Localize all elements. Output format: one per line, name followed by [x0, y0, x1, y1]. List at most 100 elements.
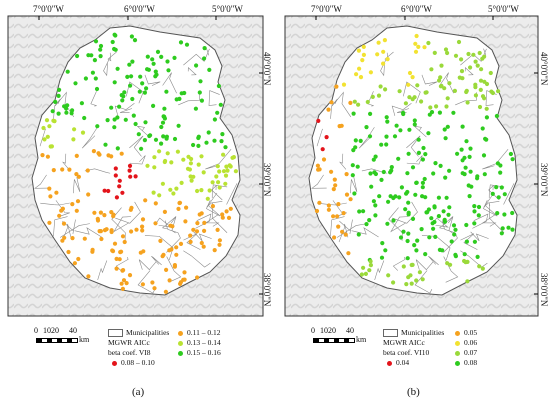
- municipality-point: [48, 194, 53, 199]
- municipality-point: [120, 234, 126, 239]
- municipality-point: [47, 186, 52, 191]
- municipality-point: [350, 163, 355, 168]
- municipality-point: [406, 200, 411, 205]
- municipality-border: [166, 256, 182, 283]
- municipality-point: [452, 232, 457, 237]
- municipality-point: [189, 178, 194, 183]
- municipality-border: [206, 200, 221, 217]
- class-dot: [455, 350, 460, 356]
- municipality-border: [483, 200, 498, 217]
- municipality-point: [476, 213, 481, 218]
- class-dot: [112, 360, 117, 366]
- municipality-point: [465, 100, 470, 105]
- municipality-point: [398, 128, 403, 133]
- municipality-point: [215, 164, 220, 169]
- municipality-border: [62, 153, 70, 170]
- municipality-point: [377, 194, 382, 199]
- municipality-point: [143, 198, 148, 203]
- municipality-point: [392, 134, 398, 139]
- municipality-point: [109, 228, 114, 233]
- municipality-point: [65, 69, 70, 74]
- legend-label: 0.07: [464, 348, 478, 357]
- municipality-point: [478, 78, 484, 83]
- municipality-point: [44, 118, 50, 123]
- municipality-point: [502, 212, 507, 217]
- municipality-point: [453, 227, 458, 232]
- legend-label: Municipalities: [401, 328, 445, 337]
- municipality-point: [417, 270, 422, 275]
- municipality-point: [106, 188, 111, 194]
- municipality-point: [426, 131, 431, 136]
- municipality-point: [220, 132, 225, 137]
- municipality-point: [76, 256, 81, 262]
- municipality-point: [475, 63, 480, 68]
- legend-class: 0.05: [455, 328, 477, 338]
- municipality-point: [199, 98, 204, 103]
- municipality-point: [416, 44, 421, 50]
- municipality-point: [109, 105, 114, 110]
- municipality-point: [98, 47, 103, 52]
- municipality-point: [112, 125, 117, 130]
- municipality-point: [433, 161, 438, 166]
- municipality-point: [472, 209, 477, 214]
- municipality-point: [228, 206, 233, 211]
- scale-bar-graphic: [313, 338, 355, 343]
- municipality-point: [79, 101, 84, 106]
- municipality-border: [374, 260, 385, 281]
- municipality-point: [420, 277, 425, 282]
- municipality-point: [496, 195, 501, 200]
- municipality-point: [139, 146, 144, 151]
- municipality-point: [157, 149, 162, 154]
- municipality-point: [128, 174, 133, 179]
- municipality-point: [449, 239, 454, 244]
- municipality-point: [86, 274, 91, 279]
- municipality-point: [430, 221, 435, 226]
- municipality-point: [71, 137, 76, 142]
- municipality-point: [423, 90, 428, 95]
- map-panel-b: [284, 15, 539, 317]
- municipality-point: [99, 236, 104, 242]
- municipality-point: [356, 48, 361, 53]
- legend-municipalities: Municipalities: [383, 328, 444, 338]
- municipality-point: [367, 134, 373, 139]
- municipality-point: [83, 76, 88, 81]
- municipality-point: [164, 89, 169, 94]
- municipality-point: [381, 49, 386, 54]
- municipality-point: [199, 188, 204, 193]
- municipality-point: [406, 231, 411, 236]
- legend-coef: beta coef. VI10: [383, 348, 444, 358]
- municipality-point: [169, 247, 174, 252]
- municipality-point: [217, 238, 222, 243]
- municipality-point: [174, 97, 179, 102]
- municipality-point: [343, 232, 348, 237]
- municipality-point: [410, 97, 415, 102]
- municipality-point: [476, 204, 482, 210]
- municipality-point: [150, 57, 155, 62]
- municipality-point: [121, 278, 127, 283]
- municipality-point: [80, 130, 86, 135]
- municipality-point: [456, 39, 462, 45]
- municipality-point: [357, 209, 362, 214]
- caption-b: (b): [407, 386, 420, 398]
- municipality-point: [174, 252, 179, 257]
- municipality-point: [191, 174, 196, 179]
- municipality-point: [460, 158, 465, 163]
- legend-coef: beta coef. VI8: [108, 348, 169, 358]
- municipality-point: [472, 239, 477, 244]
- municipality-point: [145, 163, 150, 168]
- municipality-border: [406, 155, 423, 165]
- class-dot: [178, 330, 183, 336]
- municipality-point: [356, 232, 361, 237]
- municipality-point: [428, 105, 433, 110]
- municipality-point: [219, 139, 224, 144]
- municipality-point: [143, 120, 148, 125]
- municipality-point: [198, 79, 203, 84]
- municipality-border: [413, 125, 427, 138]
- scale-tick: 10: [320, 326, 328, 335]
- municipality-point: [202, 46, 207, 51]
- municipality-point: [140, 217, 146, 222]
- municipality-point: [370, 94, 375, 99]
- municipality-point: [57, 213, 62, 218]
- municipality-border: [211, 184, 223, 201]
- municipality-point: [98, 229, 103, 234]
